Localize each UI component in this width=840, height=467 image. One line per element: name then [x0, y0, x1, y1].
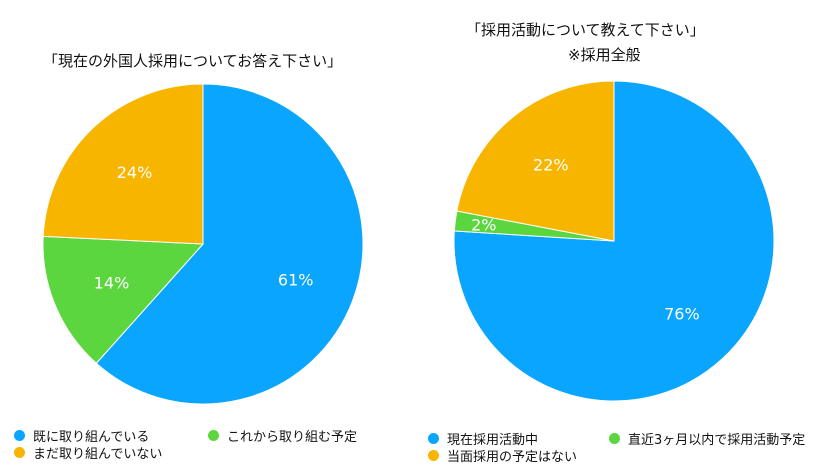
- chart1-slice-2: [42, 83, 204, 245]
- chart1-slice-0: [95, 83, 364, 405]
- legend-dot-green: [208, 430, 219, 441]
- chart2-subtitle: ※採用全般: [568, 46, 641, 64]
- legend-label: これから取り組む予定: [227, 430, 358, 445]
- chart1-slice-label-2: 24%: [117, 163, 153, 182]
- legend-label: 直近3ヶ月以内で採用活動予定: [628, 433, 806, 448]
- chart1-slice-label-0: 61%: [278, 270, 314, 289]
- legend-item-planned: これから取り組む予定: [208, 426, 357, 445]
- chart1-slice-label-1: 14%: [94, 273, 130, 292]
- chart2-slice-label-2: 22%: [533, 156, 569, 175]
- legend-dot-orange: [14, 447, 25, 458]
- chart1-title: 「現在の外国人採用についてお答え下さい」: [43, 52, 343, 70]
- legend-item-no-plan: 当面採用の予定はない: [428, 446, 577, 465]
- chart2-slice-2: [456, 80, 615, 242]
- legend-label: 既に取り組んでいる: [33, 430, 150, 445]
- chart2-slice-label-1: 2%: [471, 216, 496, 235]
- legend-dot-blue: [428, 433, 439, 444]
- legend-item-recruiting: 現在採用活動中: [428, 429, 538, 448]
- legend-item-not-yet: まだ取り組んでいない: [14, 443, 162, 462]
- legend-dot-orange: [428, 450, 439, 461]
- legend-dot-blue: [14, 430, 25, 441]
- legend-label: 現在採用活動中: [447, 433, 539, 448]
- legend-label: まだ取り組んでいない: [33, 447, 163, 462]
- legend-label: 当面採用の予定はない: [447, 450, 578, 465]
- chart2-title: 「採用活動について教えて下さい」: [466, 21, 705, 39]
- chart1-slice-1: [42, 235, 205, 364]
- legend-item-within-3-months: 直近3ヶ月以内で採用活動予定: [609, 429, 805, 448]
- legend-dot-green: [609, 433, 620, 444]
- chart2-slice-label-0: 76%: [664, 304, 700, 323]
- legend-item-already: 既に取り組んでいる: [14, 426, 149, 445]
